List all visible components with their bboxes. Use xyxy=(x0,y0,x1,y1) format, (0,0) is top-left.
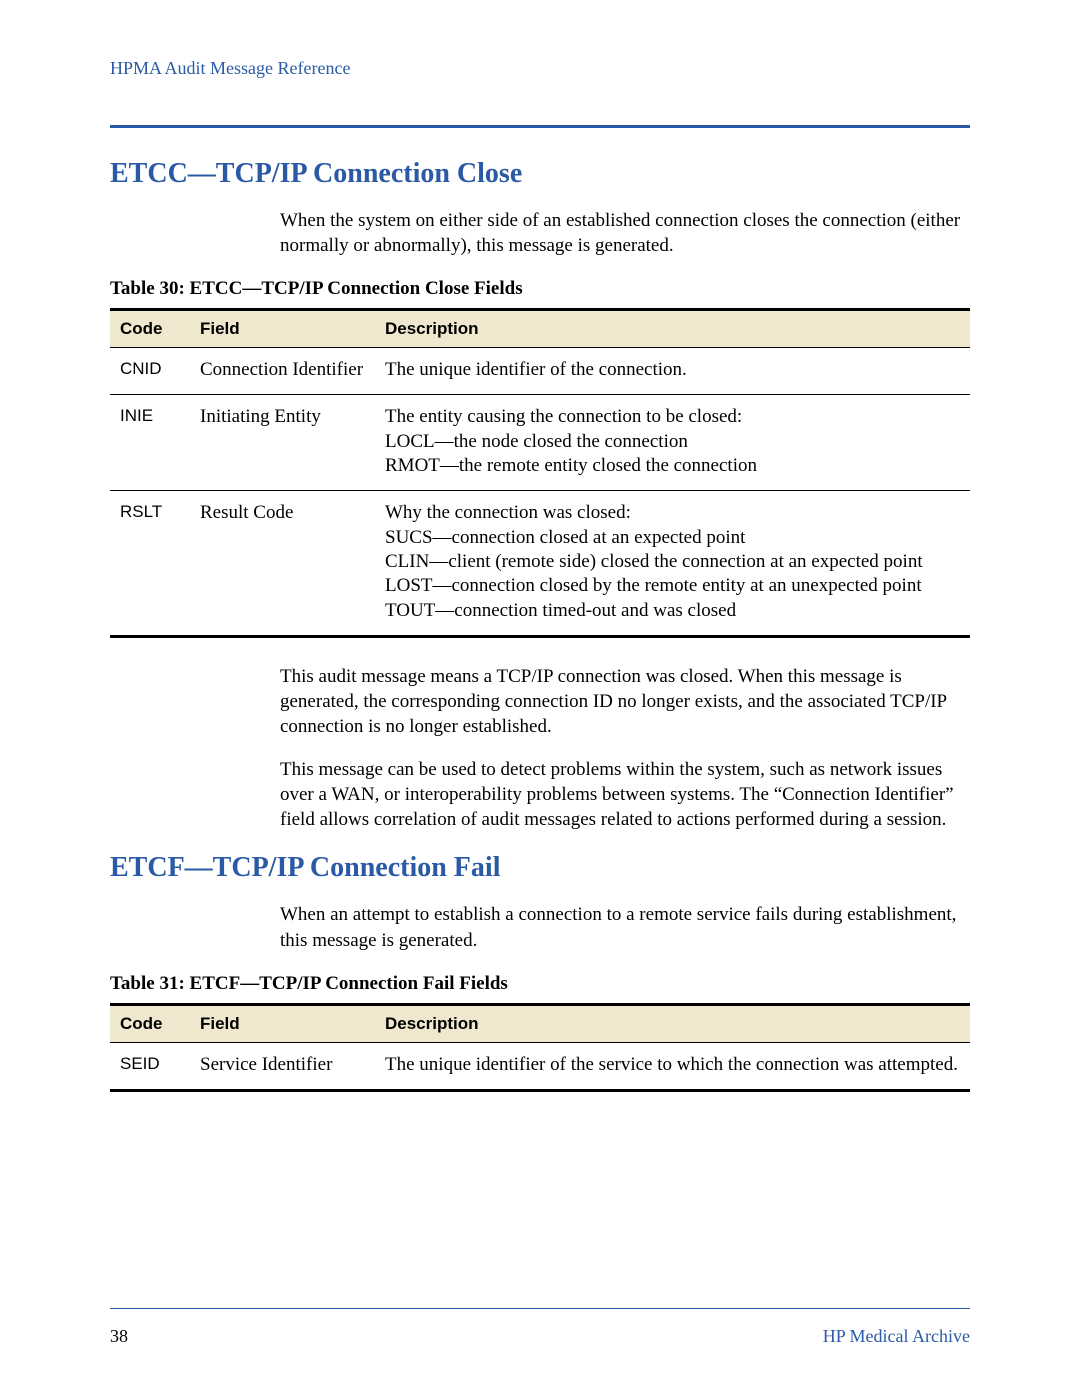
section1-after-p2: This message can be used to detect probl… xyxy=(280,757,970,832)
cell-desc: Why the connection was closed:SUCS—conne… xyxy=(375,491,970,637)
cell-code: INIE xyxy=(110,395,190,491)
cell-field: Initiating Entity xyxy=(190,395,375,491)
section1-after-p1: This audit message means a TCP/IP connec… xyxy=(280,664,970,739)
section1-after-block: This audit message means a TCP/IP connec… xyxy=(280,664,970,832)
table30: Code Field Description CNID Connection I… xyxy=(110,308,970,638)
section1-intro: When the system on either side of an est… xyxy=(280,208,970,258)
col-description: Description xyxy=(375,1004,970,1042)
header-rule xyxy=(110,125,970,128)
cell-desc: The unique identifier of the service to … xyxy=(375,1042,970,1090)
section2-title: ETCF—TCP/IP Connection Fail xyxy=(110,852,970,884)
col-field: Field xyxy=(190,310,375,348)
footer-brand: HP Medical Archive xyxy=(823,1326,970,1347)
cell-desc: The entity causing the connection to be … xyxy=(375,395,970,491)
page-container: HPMA Audit Message Reference ETCC—TCP/IP… xyxy=(0,0,1080,1168)
col-code: Code xyxy=(110,1004,190,1042)
running-header: HPMA Audit Message Reference xyxy=(110,58,970,79)
table-header-row: Code Field Description xyxy=(110,1004,970,1042)
table-row: INIE Initiating Entity The entity causin… xyxy=(110,395,970,491)
cell-field: Result Code xyxy=(190,491,375,637)
section2-intro-block: When an attempt to establish a connectio… xyxy=(280,902,970,952)
cell-code: RSLT xyxy=(110,491,190,637)
cell-field: Service Identifier xyxy=(190,1042,375,1090)
cell-code: CNID xyxy=(110,348,190,395)
section2-intro: When an attempt to establish a connectio… xyxy=(280,902,970,952)
col-description: Description xyxy=(375,310,970,348)
table-header-row: Code Field Description xyxy=(110,310,970,348)
table-row: SEID Service Identifier The unique ident… xyxy=(110,1042,970,1090)
col-field: Field xyxy=(190,1004,375,1042)
table-row: RSLT Result Code Why the connection was … xyxy=(110,491,970,637)
cell-field: Connection Identifier xyxy=(190,348,375,395)
cell-desc: The unique identifier of the connection. xyxy=(375,348,970,395)
footer-rule xyxy=(110,1308,970,1309)
table31-caption: Table 31: ETCF—TCP/IP Connection Fail Fi… xyxy=(110,973,970,995)
cell-code: SEID xyxy=(110,1042,190,1090)
col-code: Code xyxy=(110,310,190,348)
section1-intro-block: When the system on either side of an est… xyxy=(280,208,970,258)
section1-title: ETCC—TCP/IP Connection Close xyxy=(110,158,970,190)
table30-caption: Table 30: ETCC—TCP/IP Connection Close F… xyxy=(110,278,970,300)
page-number: 38 xyxy=(110,1326,128,1347)
table31: Code Field Description SEID Service Iden… xyxy=(110,1003,970,1092)
table-row: CNID Connection Identifier The unique id… xyxy=(110,348,970,395)
